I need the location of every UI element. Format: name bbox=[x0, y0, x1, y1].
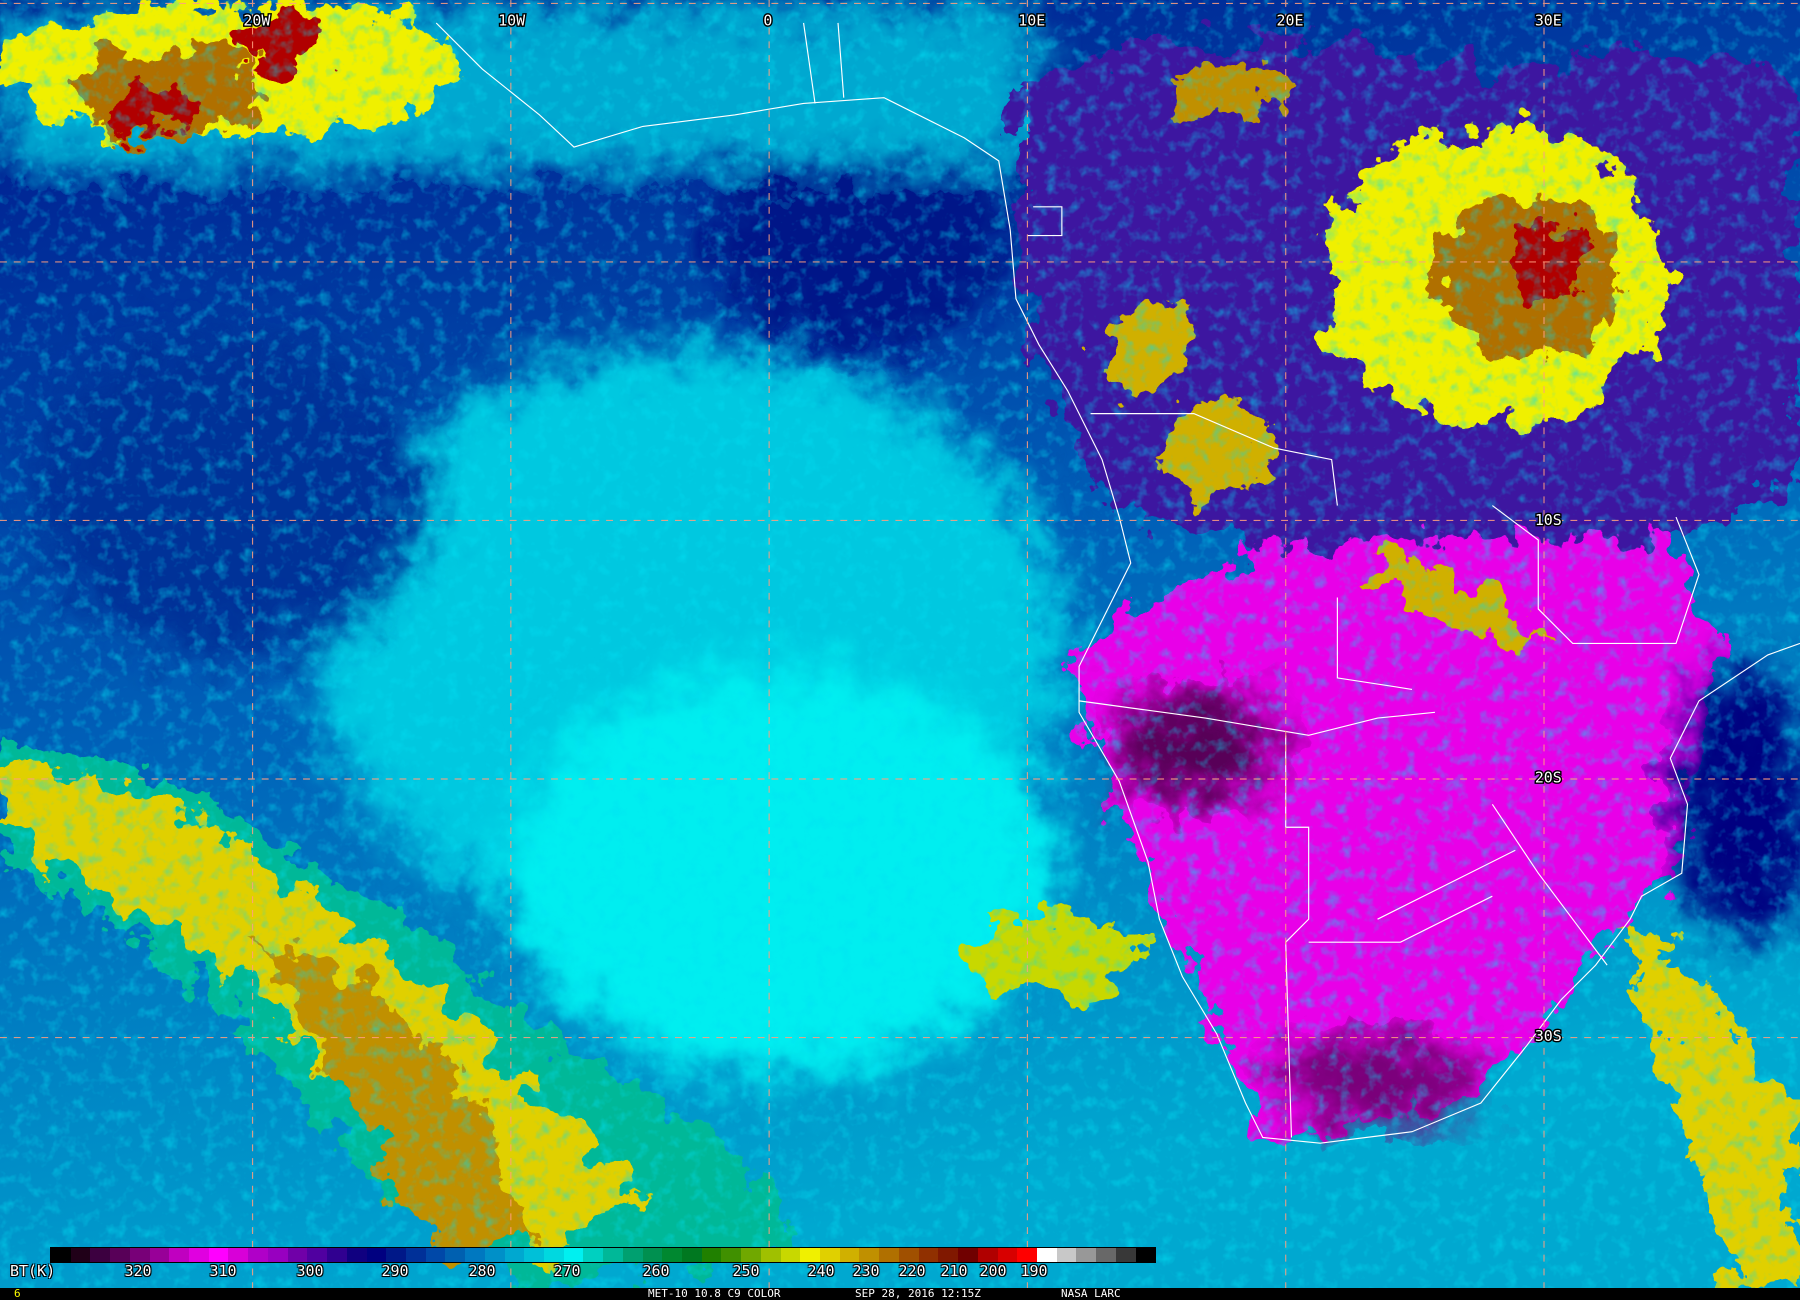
colorbar-swatch bbox=[445, 1248, 466, 1262]
colorbar-tick-label: 250 bbox=[732, 1262, 760, 1280]
colorbar-swatch bbox=[918, 1248, 939, 1262]
colorbar-swatch bbox=[583, 1248, 604, 1262]
colorbar-tick-label: 200 bbox=[979, 1262, 1007, 1280]
colorbar-unit-label: BT(K) bbox=[10, 1262, 56, 1280]
colorbar-swatch bbox=[307, 1248, 328, 1262]
colorbar-swatch bbox=[405, 1248, 426, 1262]
colorbar-swatch bbox=[208, 1248, 229, 1262]
colorbar-swatch bbox=[1096, 1248, 1116, 1262]
colorbar-swatch bbox=[90, 1248, 111, 1262]
colorbar-swatch bbox=[701, 1248, 722, 1262]
colorbar-tick-label: 260 bbox=[642, 1262, 670, 1280]
colorbar-swatch bbox=[327, 1248, 347, 1262]
lon-label: 10E bbox=[1018, 11, 1045, 29]
colorbar-swatch bbox=[51, 1248, 71, 1262]
colorbar-swatch bbox=[642, 1248, 663, 1262]
colorbar-swatch bbox=[1036, 1248, 1057, 1262]
brightness-temperature-colorbar bbox=[50, 1247, 1156, 1263]
colorbar-swatch bbox=[543, 1248, 564, 1262]
colorbar-swatch bbox=[386, 1248, 406, 1262]
colorbar-swatch bbox=[780, 1248, 801, 1262]
lon-label: 20E bbox=[1277, 11, 1304, 29]
colorbar-swatch bbox=[997, 1248, 1018, 1262]
colorbar-swatch bbox=[603, 1248, 623, 1262]
colorbar-swatch bbox=[820, 1248, 840, 1262]
lat-label: 20S bbox=[1535, 768, 1562, 786]
colorbar-swatch bbox=[149, 1248, 170, 1262]
colorbar-swatch bbox=[622, 1248, 643, 1262]
colorbar-tick-label: 320 bbox=[124, 1262, 152, 1280]
frame-number: 6 bbox=[14, 1287, 21, 1300]
colorbar-tick-label: 240 bbox=[807, 1262, 835, 1280]
lat-label: 30S bbox=[1535, 1027, 1562, 1045]
footer-bar: 6 MET-10 10.8 C9 COLOR SEP 28, 2016 12:1… bbox=[0, 1288, 1800, 1300]
colorbar-swatch bbox=[859, 1248, 880, 1262]
colorbar-swatch bbox=[898, 1248, 919, 1262]
colorbar-swatch bbox=[721, 1248, 742, 1262]
colorbar-tick-label: 270 bbox=[553, 1262, 581, 1280]
colorbar-swatch bbox=[346, 1248, 367, 1262]
colorbar-swatch bbox=[879, 1248, 899, 1262]
datetime-label: SEP 28, 2016 12:15Z bbox=[855, 1287, 981, 1300]
colorbar-swatch bbox=[248, 1248, 268, 1262]
colorbar-tick-label: 280 bbox=[468, 1262, 496, 1280]
product-label: MET-10 10.8 C9 COLOR bbox=[648, 1287, 781, 1300]
colorbar-swatch bbox=[1076, 1248, 1097, 1262]
colorbar-swatch bbox=[484, 1248, 505, 1262]
colorbar-swatch bbox=[110, 1248, 130, 1262]
colorbar-swatch bbox=[228, 1248, 249, 1262]
colorbar-swatch bbox=[662, 1248, 682, 1262]
lat-label: 10S bbox=[1535, 511, 1562, 529]
colorbar-tick-label: 290 bbox=[381, 1262, 409, 1280]
colorbar-swatch bbox=[1135, 1248, 1156, 1262]
colorbar-swatch bbox=[465, 1248, 485, 1262]
colorbar-swatch bbox=[267, 1248, 288, 1262]
colorbar-tick-label: 230 bbox=[852, 1262, 880, 1280]
colorbar-tick-label: 210 bbox=[940, 1262, 968, 1280]
colorbar-tick-label: 190 bbox=[1020, 1262, 1048, 1280]
colorbar-swatch bbox=[958, 1248, 978, 1262]
colorbar-swatch bbox=[129, 1248, 150, 1262]
colorbar-swatch bbox=[938, 1248, 959, 1262]
colorbar-tick-label: 310 bbox=[209, 1262, 237, 1280]
colorbar-swatch bbox=[741, 1248, 761, 1262]
colorbar-swatch bbox=[425, 1248, 446, 1262]
colorbar-swatch bbox=[977, 1248, 998, 1262]
colorbar-swatch bbox=[524, 1248, 544, 1262]
colorbar-swatch bbox=[70, 1248, 91, 1262]
colorbar-swatch bbox=[504, 1248, 525, 1262]
colorbar-swatch bbox=[800, 1248, 821, 1262]
coastlines-and-borders bbox=[435, 22, 1800, 1144]
colorbar-swatch bbox=[839, 1248, 860, 1262]
lon-label: 20W bbox=[243, 11, 270, 29]
lon-label: 0 bbox=[763, 11, 772, 29]
colorbar-swatch bbox=[1115, 1248, 1136, 1262]
lon-label: 10W bbox=[498, 11, 525, 29]
colorbar-swatch bbox=[189, 1248, 209, 1262]
grid-labels: 20W 10W 0 10E 20E 30E 10S 20S 30S bbox=[242, 10, 1563, 1047]
colorbar-swatch bbox=[366, 1248, 387, 1262]
colorbar-swatch bbox=[760, 1248, 781, 1262]
colorbar-swatch bbox=[1056, 1248, 1077, 1262]
colorbar-swatch bbox=[682, 1248, 702, 1262]
colorbar-tick-label: 300 bbox=[296, 1262, 324, 1280]
colorbar-swatch bbox=[169, 1248, 190, 1262]
colorbar-swatch bbox=[287, 1248, 308, 1262]
colorbar-tick-label: 220 bbox=[898, 1262, 926, 1280]
lon-label: 30E bbox=[1535, 11, 1562, 29]
colorbar-swatch bbox=[563, 1248, 584, 1262]
colorbar-swatch bbox=[1017, 1248, 1037, 1262]
credit-label: NASA LARC bbox=[1061, 1287, 1121, 1300]
